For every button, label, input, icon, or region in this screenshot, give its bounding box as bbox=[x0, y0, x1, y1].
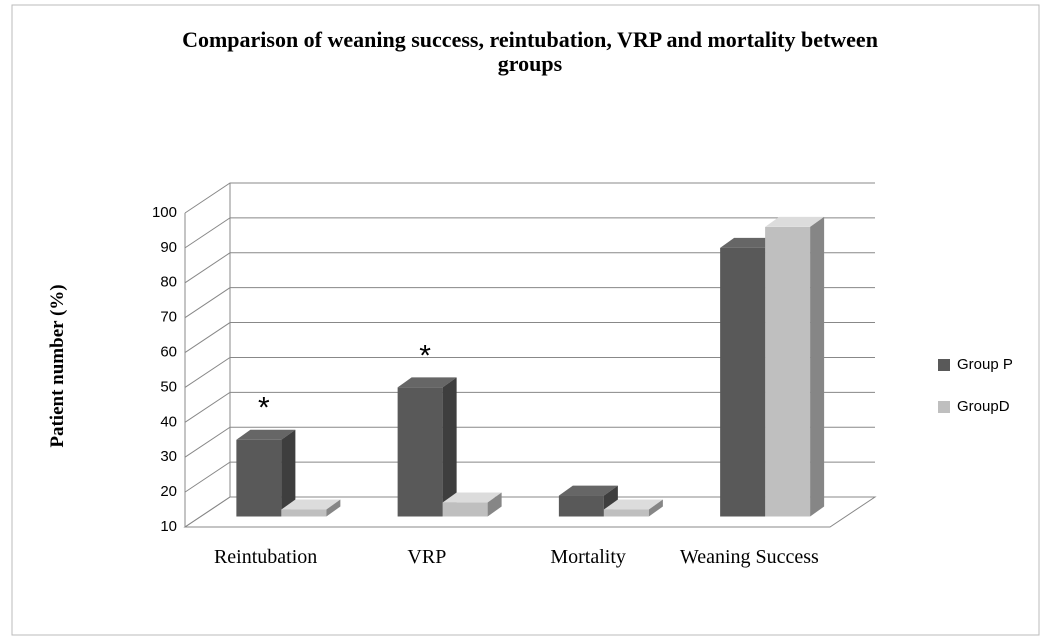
legend-label: Group P bbox=[957, 356, 1013, 373]
bar-side bbox=[281, 429, 296, 517]
grid-line bbox=[184, 461, 875, 493]
bar-front bbox=[281, 509, 327, 517]
frame bbox=[11, 4, 1040, 636]
x-tick-label: VRP bbox=[407, 546, 447, 568]
bar-top bbox=[720, 237, 780, 248]
bar-top bbox=[603, 499, 663, 510]
chart-title: Comparison of weaning success, reintubat… bbox=[182, 27, 878, 76]
y-tick-label: 90 bbox=[160, 239, 177, 256]
grid-line bbox=[184, 217, 875, 249]
annotation: * bbox=[419, 339, 431, 372]
y-tick-label: 80 bbox=[160, 274, 177, 291]
y-tick-label: 10 bbox=[160, 518, 177, 535]
annotation: * bbox=[258, 392, 270, 425]
bar-side bbox=[648, 499, 663, 517]
bar-top bbox=[765, 216, 825, 227]
grid-line bbox=[184, 182, 875, 214]
y-tick-label: 70 bbox=[160, 309, 177, 326]
grid-line bbox=[184, 391, 875, 423]
grid-line bbox=[184, 356, 875, 388]
legend-label: GroupD bbox=[957, 398, 1010, 415]
y-axis-label: Patient number (%) bbox=[47, 284, 68, 448]
bar-top bbox=[558, 485, 618, 496]
bar-front bbox=[603, 509, 649, 517]
bar-top bbox=[397, 377, 457, 388]
bar-side bbox=[442, 377, 457, 517]
grid-line bbox=[184, 322, 875, 353]
grid-line bbox=[184, 426, 875, 458]
legend-swatch bbox=[938, 359, 950, 371]
bar-side bbox=[487, 492, 502, 517]
y-tick-label: 30 bbox=[160, 448, 177, 465]
y-tick-label: 40 bbox=[160, 413, 177, 430]
bar-top bbox=[442, 492, 502, 503]
grid-line bbox=[184, 252, 875, 284]
legend-swatch bbox=[938, 401, 950, 413]
grid-line bbox=[184, 496, 875, 528]
bar-side bbox=[810, 216, 825, 517]
bar-front bbox=[442, 502, 488, 517]
bar-front bbox=[720, 247, 766, 517]
bar-front bbox=[236, 439, 282, 517]
bar-front bbox=[397, 387, 443, 517]
x-tick-label: Weaning Success bbox=[679, 546, 819, 568]
bar-top bbox=[281, 499, 341, 510]
x-tick-label: Reintubation bbox=[213, 546, 318, 568]
x-tick-label: Mortality bbox=[550, 546, 626, 568]
y-tick-label: 50 bbox=[160, 378, 177, 395]
grid-line bbox=[184, 287, 875, 319]
y-tick-label: 100 bbox=[152, 204, 177, 221]
bar-front bbox=[765, 226, 811, 517]
bar-top bbox=[236, 429, 296, 440]
y-tick-label: 60 bbox=[160, 344, 177, 361]
bar-front bbox=[558, 495, 604, 517]
y-tick-label: 20 bbox=[160, 483, 177, 500]
bar-side bbox=[326, 499, 341, 517]
